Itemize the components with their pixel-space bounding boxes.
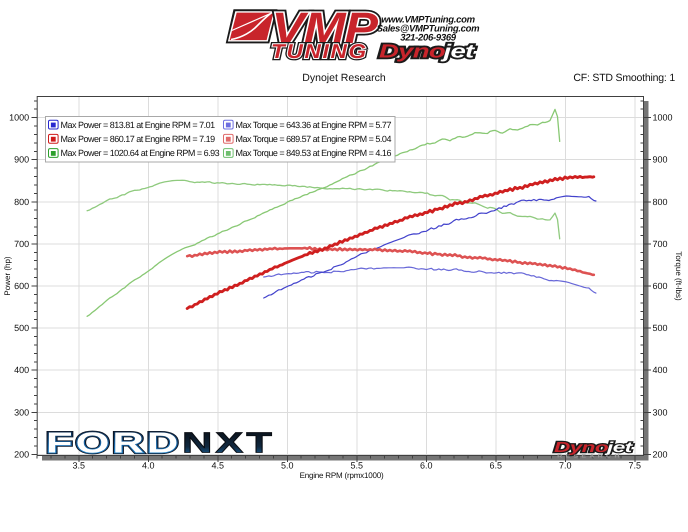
svg-text:Max Torque = 849.53 at Engine: Max Torque = 849.53 at Engine RPM = 4.16 xyxy=(236,148,392,158)
svg-text:FORD: FORD xyxy=(46,428,181,460)
svg-text:200: 200 xyxy=(14,449,29,459)
svg-text:Max Torque = 689.57 at Engine: Max Torque = 689.57 at Engine RPM = 5.04 xyxy=(236,134,392,144)
svg-text:Dyno: Dyno xyxy=(554,440,609,456)
svg-text:800: 800 xyxy=(14,197,29,207)
svg-text:4.0: 4.0 xyxy=(142,461,155,471)
svg-text:6.0: 6.0 xyxy=(420,461,433,471)
svg-text:Dyno: Dyno xyxy=(379,42,445,63)
svg-text:900: 900 xyxy=(653,155,668,165)
svg-text:TUNING: TUNING xyxy=(271,41,368,63)
svg-text:Power (hp): Power (hp) xyxy=(3,256,12,295)
svg-text:200: 200 xyxy=(653,449,668,459)
svg-text:Dyno: Dyno xyxy=(379,42,445,63)
svg-text:Max Power = 1020.64 at Engine: Max Power = 1020.64 at Engine RPM = 6.93 xyxy=(61,148,220,158)
svg-text:5.5: 5.5 xyxy=(351,461,364,471)
svg-text:FORD: FORD xyxy=(46,428,181,460)
svg-text:1000: 1000 xyxy=(653,113,673,123)
svg-text:Max Power = 860.17 at Engine R: Max Power = 860.17 at Engine RPM = 7.19 xyxy=(61,134,216,144)
svg-text:CF: STD Smoothing: 1: CF: STD Smoothing: 1 xyxy=(573,72,675,84)
svg-text:TUNING: TUNING xyxy=(271,41,368,63)
svg-text:Dynojet Research: Dynojet Research xyxy=(302,72,386,84)
svg-text:RESEARCH: RESEARCH xyxy=(557,453,623,458)
svg-text:400: 400 xyxy=(14,365,29,375)
svg-text:7.0: 7.0 xyxy=(559,461,572,471)
svg-text:jet: jet xyxy=(604,440,634,456)
svg-text:VMP: VMP xyxy=(272,4,379,53)
svg-text:TUNING: TUNING xyxy=(271,41,368,63)
svg-text:7.5: 7.5 xyxy=(629,461,642,471)
svg-text:4.5: 4.5 xyxy=(212,461,225,471)
svg-text:500: 500 xyxy=(14,323,29,333)
svg-text:700: 700 xyxy=(14,239,29,249)
svg-text:jet: jet xyxy=(439,42,475,63)
svg-text:jet: jet xyxy=(604,440,634,456)
svg-text:300: 300 xyxy=(653,407,668,417)
svg-text:www.VMPTuning.com: www.VMPTuning.com xyxy=(381,15,475,26)
svg-text:VMP: VMP xyxy=(272,4,379,53)
svg-text:jet: jet xyxy=(439,42,475,63)
svg-text:900: 900 xyxy=(14,155,29,165)
svg-text:Dyno: Dyno xyxy=(554,440,609,456)
svg-text:321-206-9369: 321-206-9369 xyxy=(400,33,457,44)
svg-text:Engine RPM (rpmx1000): Engine RPM (rpmx1000) xyxy=(300,471,384,480)
svg-text:600: 600 xyxy=(653,281,668,291)
svg-text:1000: 1000 xyxy=(9,113,29,123)
svg-text:Torque (ft-lbs): Torque (ft-lbs) xyxy=(674,251,683,301)
svg-text:Sales@VMPTuning.com: Sales@VMPTuning.com xyxy=(377,24,480,35)
svg-text:Max Torque = 643.36 at Engine: Max Torque = 643.36 at Engine RPM = 5.77 xyxy=(236,120,392,130)
svg-text:700: 700 xyxy=(653,239,668,249)
svg-text:Max Power = 813.81 at Engine R: Max Power = 813.81 at Engine RPM = 7.01 xyxy=(61,120,216,130)
svg-text:5.0: 5.0 xyxy=(281,461,294,471)
svg-text:500: 500 xyxy=(653,323,668,333)
svg-text:3.5: 3.5 xyxy=(73,461,86,471)
svg-text:400: 400 xyxy=(653,365,668,375)
svg-text:6.5: 6.5 xyxy=(490,461,503,471)
svg-text:NXT: NXT xyxy=(182,428,275,460)
svg-text:600: 600 xyxy=(14,281,29,291)
svg-text:800: 800 xyxy=(653,197,668,207)
svg-text:VMP: VMP xyxy=(272,4,379,53)
svg-text:FORD: FORD xyxy=(46,428,181,460)
svg-text:300: 300 xyxy=(14,407,29,417)
